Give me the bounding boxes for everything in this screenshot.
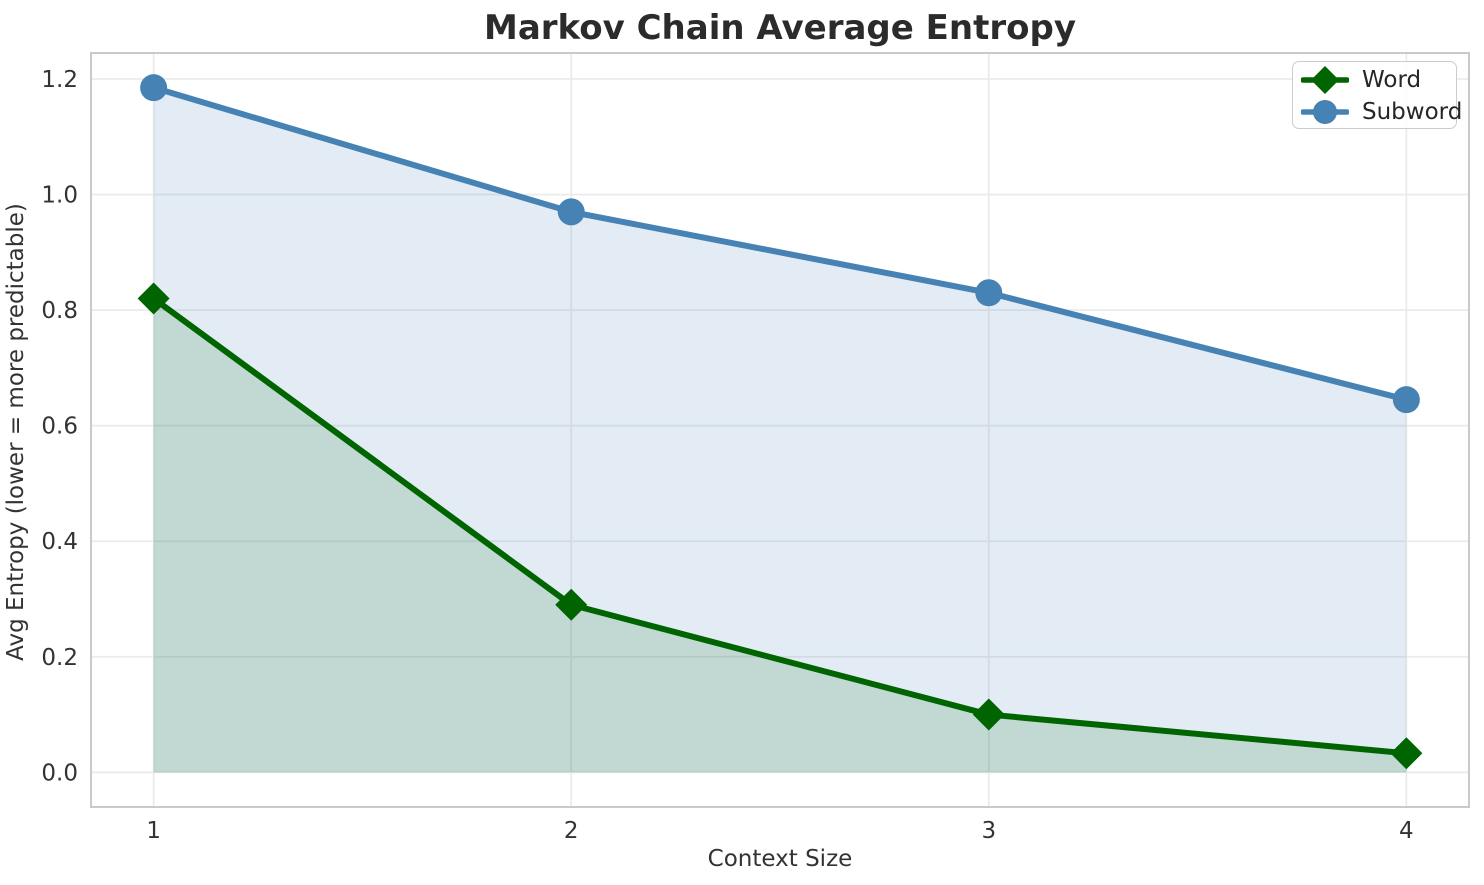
legend-marker-glyph: [1300, 100, 1350, 124]
y-tick-label: 1.2: [41, 67, 78, 93]
x-tick-label: 2: [564, 818, 579, 844]
y-tick-label: 0.6: [41, 414, 78, 440]
plot-border: [90, 52, 1470, 808]
y-tick-label: 0.8: [41, 298, 78, 324]
legend-diamond-sample: [1311, 66, 1339, 94]
subword-marker: [140, 74, 168, 102]
word-marker: [137, 282, 170, 315]
subword-marker: [557, 198, 585, 226]
y-tick-label: 0.4: [41, 529, 78, 555]
y-tick-label: 1.0: [41, 183, 78, 209]
data-series: [137, 74, 1423, 770]
chart-title: Markov Chain Average Entropy: [484, 8, 1076, 48]
legend-item-subword: Subword: [1300, 96, 1462, 128]
x-tick-label: 4: [1399, 818, 1414, 844]
word-series-marker-icon: [1300, 64, 1350, 96]
tick-labels: 1 2 3 4 0.0 0.2 0.4 0.6 0.8 1.0 1.2: [41, 67, 1413, 844]
axes-spines: [90, 52, 1470, 808]
area-fills: [153, 87, 1407, 773]
subword-marker: [1392, 386, 1420, 414]
subword-marker: [975, 279, 1003, 307]
legend-label-subword: Subword: [1362, 99, 1463, 125]
legend-marker-glyph: [1300, 66, 1350, 94]
legend: Word Subword: [1292, 61, 1462, 129]
subword-area-fill: [153, 87, 1407, 773]
x-tick-label: 3: [981, 818, 996, 844]
word-marker: [972, 698, 1005, 731]
legend-circle-sample: [1313, 100, 1337, 124]
subword-series-marker-icon: [1300, 96, 1350, 128]
word-line: [150, 295, 1410, 757]
x-tick-label: 1: [146, 818, 161, 844]
y-axis-title: Avg Entropy (lower = more predictable): [3, 203, 29, 661]
word-marker: [1390, 737, 1423, 770]
subword-line: [150, 84, 1410, 403]
y-tick-label: 0.0: [41, 760, 78, 786]
legend-label-word: Word: [1362, 67, 1422, 93]
y-tick-label: 0.2: [41, 645, 78, 671]
word-area-fill: [153, 298, 1407, 773]
legend-item-word: Word: [1300, 64, 1448, 96]
x-axis-title: Context Size: [708, 846, 853, 872]
word-marker: [555, 588, 588, 621]
